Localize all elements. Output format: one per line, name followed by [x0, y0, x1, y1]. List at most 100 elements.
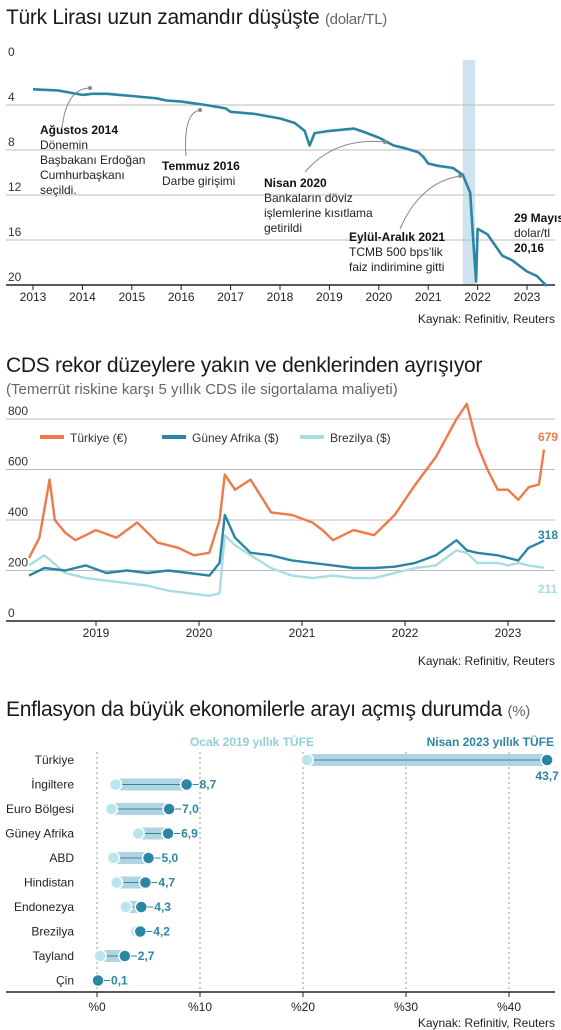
annotation-text: faiz indirimine gitti [349, 260, 444, 274]
y-tick-label: 800 [8, 404, 28, 418]
annotation-text: Bankaların döviz [264, 191, 353, 205]
x-tick-label: %30 [394, 1000, 418, 1014]
y-tick-label: 0 [8, 45, 15, 59]
category-label: Hindistan [24, 876, 74, 890]
x-tick-label: 2016 [168, 290, 195, 304]
end-point [179, 777, 194, 792]
end-value-label: 0,1 [111, 974, 128, 988]
x-tick-label: 2020 [186, 626, 213, 640]
start-point [119, 900, 133, 914]
end-point [91, 973, 105, 988]
annotation-text: Dönemin [40, 138, 88, 152]
end-point [133, 924, 148, 939]
legend-start-label: Ocak 2019 yıllık TÜFE [190, 734, 314, 749]
end-point [118, 949, 132, 963]
x-tick-label: 2021 [289, 626, 316, 640]
annotation-arrow [61, 87, 91, 130]
chart-inflation-panel: Enflasyon da büyük ekonomilerle arayı aç… [0, 686, 561, 1030]
x-tick-label: 2014 [69, 290, 96, 304]
series-line [28, 534, 545, 597]
start-point [108, 777, 123, 792]
annotation-text: Cumhurbaşkanı [40, 168, 125, 182]
end-value-label: 8,7 [200, 778, 217, 792]
series-end-label: 318 [538, 528, 558, 542]
start-point [106, 851, 121, 865]
annotation-text: işlemlerine kısıtlama [264, 206, 373, 220]
category-label: Tayland [33, 949, 74, 963]
start-point [93, 949, 107, 963]
chart-cds-title: CDS rekor düzeylere yakın ve denklerinde… [6, 354, 483, 377]
x-tick-label: %0 [88, 1000, 106, 1014]
chart-inflation-title: Enflasyon da büyük ekonomilerle arayı aç… [6, 698, 530, 722]
annotation-title: 29 Mayıs [514, 211, 561, 225]
x-tick-label: 2021 [415, 290, 442, 304]
x-tick-label: 2018 [267, 290, 294, 304]
annotation-text: TCMB 500 bps'lik [349, 245, 444, 259]
end-value-label: 4,2 [153, 925, 170, 939]
annotation-arrow-head [198, 108, 202, 112]
legend-label: Brezilya ($) [330, 431, 391, 445]
x-tick-label: 2020 [365, 290, 392, 304]
legend-label: Türkiye (€) [70, 431, 127, 445]
annotation-title: Ağustos 2014 [40, 123, 118, 137]
y-tick-label: 20 [8, 270, 22, 284]
end-point [540, 753, 554, 767]
x-tick-label: %40 [497, 1000, 521, 1014]
start-point [300, 753, 314, 767]
category-label: Endonezya [14, 900, 74, 914]
chart-cds-panel: CDS rekor düzeylere yakın ve denklerinde… [0, 336, 561, 676]
x-tick-label: 2023 [495, 626, 522, 640]
x-tick-label: 2022 [392, 626, 419, 640]
x-tick-label: %20 [291, 1000, 315, 1014]
end-value-label: 6,9 [181, 827, 198, 841]
chart-lira-unit: (dolar/TL) [324, 11, 387, 28]
annotation-text: Darbe girişimi [162, 174, 235, 188]
chart-inflation-source: Kaynak: Refinitiv, Reuters [417, 1016, 555, 1030]
annotation-text: Başbakanı Erdoğan [40, 153, 145, 167]
end-value-label: 5,0 [162, 851, 179, 865]
y-tick-label: 12 [8, 180, 22, 194]
chart-lira-plot: 0 4 8 12 16 20 2013 2014 2015 2016 2017 2018 2019 202… [6, 45, 561, 304]
x-tick-label: 2013 [20, 290, 47, 304]
category-label: Çin [56, 974, 74, 988]
x-tick-label: 2019 [316, 290, 343, 304]
chart-lira-title-text: Türk Lirası uzun zamandır düşüşte [6, 6, 320, 29]
y-tick-label: 400 [8, 505, 28, 519]
start-point [131, 826, 145, 841]
end-point [138, 875, 153, 890]
series-end-label: 211 [538, 582, 558, 596]
y-tick-label: 0 [8, 606, 15, 620]
chart-cds-subtitle: (Temerrüt riskine karşı 5 yıllık CDS ile… [6, 381, 398, 398]
annotation-arrow-head [458, 174, 462, 178]
annotation-arrow [185, 109, 201, 157]
annotation-text: seçildi. [40, 183, 77, 197]
category-label: Güney Afrika [5, 827, 74, 841]
end-value-label: 4,3 [154, 900, 171, 914]
annotation-arrow [304, 140, 386, 173]
x-tick-label: 2017 [217, 290, 244, 304]
category-label: İngiltere [31, 778, 74, 792]
annotation-text: dolar/tl [514, 226, 550, 240]
chart-lira-title: Türk Lirası uzun zamandır düşüşte (dolar… [6, 6, 387, 30]
y-tick-label: 8 [8, 135, 15, 149]
annotation-arrow-head [383, 140, 387, 144]
chart-inflation-unit: (%) [507, 703, 531, 720]
chart-inflation-title-text: Enflasyon da büyük ekonomilerle arayı aç… [6, 698, 502, 721]
annotation-text: getirildi [264, 221, 302, 235]
chart-inflation-plot: Ocak 2019 yıllık TÜFE Nisan 2023 yıllık T… [5, 734, 559, 1014]
annotation-title: Temmuz 2016 [162, 159, 240, 173]
end-point [161, 826, 175, 841]
series-line-usdtry [32, 88, 548, 288]
series-line [27, 402, 546, 559]
annotation-value: 20,16 [514, 241, 544, 255]
y-tick-label: 16 [8, 225, 22, 239]
category-label: Euro Bölgesi [6, 802, 74, 816]
y-tick-label: 600 [8, 455, 28, 469]
category-label: Türkiye [35, 753, 75, 767]
x-tick-label: 2015 [118, 290, 145, 304]
x-tick-label: 2019 [83, 626, 110, 640]
series-end-label: 679 [538, 430, 558, 444]
legend-end-label: Nisan 2023 yıllık TÜFE [427, 734, 554, 749]
annotation-arrow [399, 175, 461, 230]
chart-cds-plot: 800 600 400 200 0 2019 2020 2021 2022 2023 Türkiye… [6, 402, 558, 640]
